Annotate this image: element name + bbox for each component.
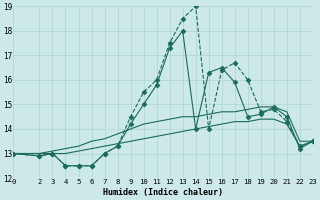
X-axis label: Humidex (Indice chaleur): Humidex (Indice chaleur) (103, 188, 223, 197)
